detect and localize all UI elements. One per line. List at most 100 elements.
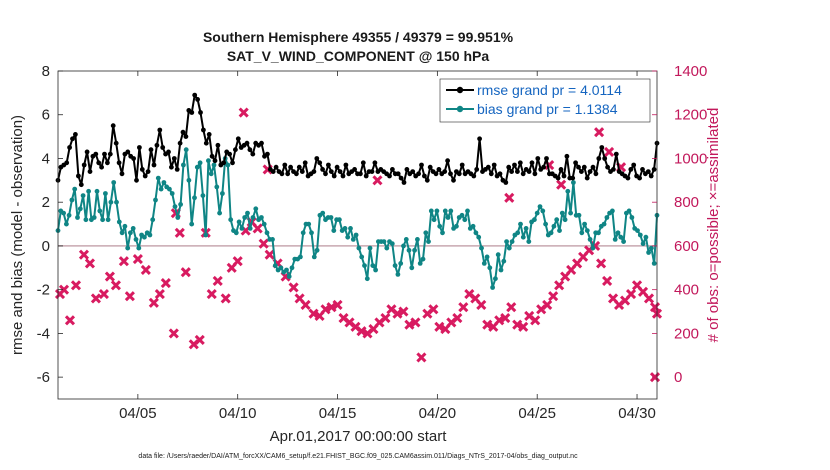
rmse-point — [611, 167, 616, 172]
bias-point — [311, 254, 317, 260]
bias-point — [353, 232, 359, 238]
y-axis-label-right: # of obs: o=possible; ×=assimilated — [705, 108, 722, 343]
bias-point — [646, 250, 651, 255]
rmse-point — [134, 177, 139, 183]
x-tick-label: 04/15 — [319, 405, 357, 422]
rmse-point — [363, 173, 369, 179]
rmse-point — [526, 169, 532, 175]
obs_possible-point — [238, 107, 249, 118]
rmse-point — [442, 169, 448, 175]
x-tick-label: 04/10 — [219, 405, 257, 422]
rmse-point — [250, 151, 256, 157]
bias-point — [523, 226, 529, 231]
rmse-point — [154, 142, 160, 148]
bias-point — [637, 232, 643, 238]
rmse-point — [334, 164, 340, 170]
obs_assimilated-point — [416, 352, 427, 363]
bias-point — [69, 197, 75, 203]
bias-point — [476, 234, 482, 240]
bias-point — [114, 199, 119, 205]
bias-point — [626, 208, 632, 214]
rmse-point — [235, 136, 241, 142]
bias-point — [445, 215, 451, 220]
obs_assimilated-point — [542, 299, 553, 311]
rmse-point — [613, 151, 619, 157]
rmse-point — [331, 173, 337, 179]
rmse-point — [73, 132, 78, 137]
bias-point — [579, 230, 585, 236]
rmse-point — [584, 175, 590, 181]
rmse-point — [96, 160, 102, 166]
rmse-point — [512, 162, 517, 168]
rmse-point — [352, 167, 357, 172]
bias-point — [270, 237, 275, 242]
rmse-point — [67, 145, 72, 150]
bias-point — [272, 263, 278, 268]
bias-point — [211, 162, 217, 168]
rmse-point — [131, 156, 137, 161]
bias-point — [381, 239, 387, 245]
rmse-point — [81, 162, 87, 168]
bias-point — [520, 234, 526, 240]
rmse-point — [436, 167, 442, 172]
obs_assimilated-point — [452, 313, 463, 324]
rmse-point — [160, 145, 166, 150]
bias-point — [239, 226, 245, 231]
rmse-point — [64, 160, 70, 166]
rmse-point — [299, 169, 305, 175]
rmse-point — [532, 171, 538, 177]
rmse-point — [212, 158, 218, 164]
obs_assimilated-point — [476, 299, 487, 311]
bias-point — [167, 186, 172, 192]
y-tick-label-left: 8 — [42, 63, 50, 80]
bias-point — [551, 223, 557, 229]
bias-point — [83, 217, 89, 223]
rmse-point — [398, 175, 404, 181]
rmse-point — [125, 149, 131, 155]
obs_assimilated-point — [232, 256, 243, 267]
bias-point — [406, 247, 412, 253]
bias-point — [233, 230, 239, 236]
bias-point — [253, 206, 259, 212]
bias-point — [501, 258, 507, 264]
bias-point — [356, 245, 362, 251]
bias-point — [72, 186, 78, 192]
bias-point — [75, 215, 80, 220]
rmse-point — [270, 169, 276, 175]
rmse-point — [599, 145, 605, 150]
rmse-point — [215, 142, 221, 148]
rmse-point — [433, 171, 439, 177]
legend: rmse grand pr = 4.0114 bias grand pr = 1… — [439, 78, 651, 123]
obs_assimilated-point — [494, 315, 505, 326]
rmse-point — [401, 180, 407, 185]
rmse-point — [157, 127, 163, 133]
bias-point — [306, 221, 312, 227]
plot-area — [54, 92, 663, 383]
rmse-point — [323, 171, 328, 177]
rmse-point — [151, 162, 157, 168]
obs_assimilated-point — [500, 313, 511, 324]
y-tick-label-right: 400 — [674, 282, 699, 299]
bias-point — [153, 197, 158, 203]
bias-point — [97, 208, 103, 214]
rmse-point — [529, 160, 535, 166]
bias-point — [428, 208, 434, 214]
obs_assimilated-point — [506, 302, 517, 313]
obs_assimilated-point — [398, 306, 409, 317]
bias-point — [373, 267, 378, 273]
bias-point — [183, 147, 189, 153]
obs_assimilated-point — [288, 282, 299, 293]
obs_assimilated-point — [404, 319, 415, 330]
rmse-point — [651, 167, 657, 172]
bias-point — [289, 265, 295, 271]
rmse-point — [192, 92, 198, 98]
bias-point — [493, 276, 498, 282]
bias-point — [612, 237, 618, 242]
bias-point — [490, 285, 495, 290]
obs_assimilated-point — [554, 280, 565, 291]
bias-point — [203, 232, 209, 238]
rmse-point — [282, 162, 288, 168]
rmse-point — [485, 164, 491, 170]
rmse-point — [78, 182, 84, 188]
x-axis-label: Apr.01,2017 00:00:00 start — [270, 428, 448, 445]
